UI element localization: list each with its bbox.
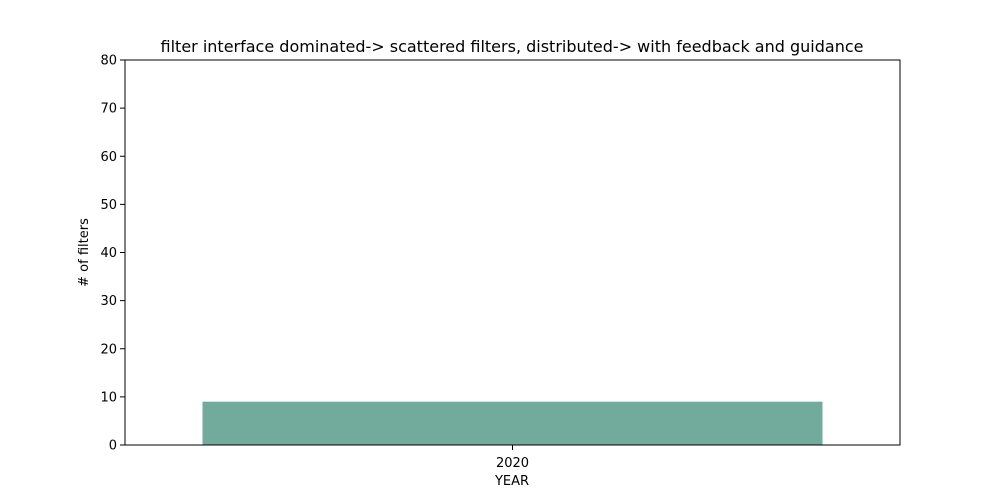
y-tick-label: 10 — [100, 390, 117, 405]
y-tick-label: 20 — [100, 342, 117, 357]
y-tick-label: 0 — [109, 439, 117, 454]
x-tick-label: 2020 — [496, 456, 529, 471]
y-axis-label: # of filters — [77, 218, 92, 287]
bar-2020 — [202, 401, 823, 445]
plot-area: 0 10 20 30 40 50 60 70 80 2020 — [100, 54, 823, 471]
y-tick-label: 60 — [100, 150, 117, 165]
y-tick-label: 40 — [100, 246, 117, 261]
y-tick-label: 30 — [100, 294, 117, 309]
y-tick-label: 80 — [100, 54, 117, 69]
y-tick-label: 70 — [100, 102, 117, 117]
plot-frame — [124, 59, 901, 446]
y-tick-label: 50 — [100, 198, 117, 213]
x-axis-label: YEAR — [494, 474, 529, 489]
chart-title: filter interface dominated-> scattered f… — [161, 37, 864, 56]
